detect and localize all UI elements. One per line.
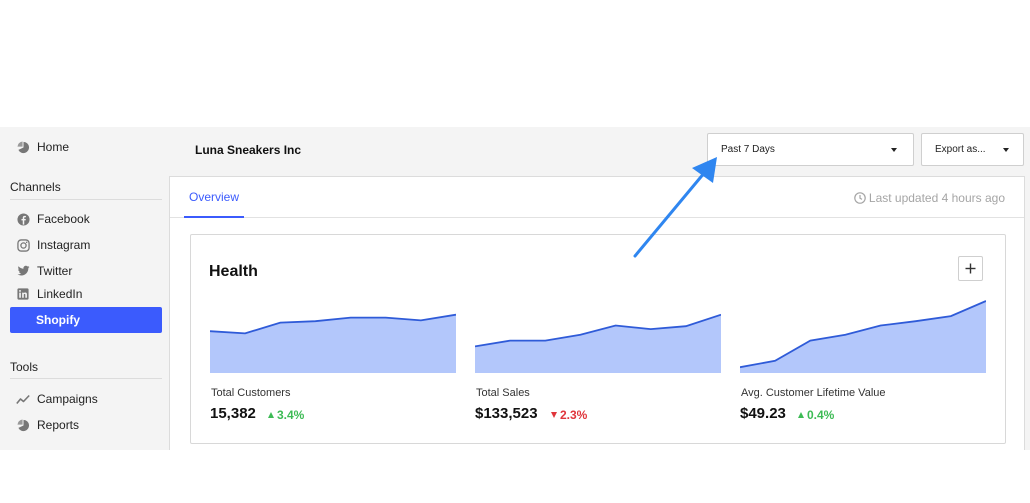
metric-label: Total Sales (476, 387, 530, 399)
sidebar-item-label: Home (37, 140, 70, 154)
caret-down-icon (891, 148, 897, 152)
caret-down-icon (1003, 148, 1009, 152)
sparkline-total-customers (210, 313, 456, 373)
company-name: Luna Sneakers Inc (195, 143, 302, 157)
pie-chart-icon (16, 418, 30, 432)
sidebar-item-label: Facebook (37, 212, 90, 226)
metric-total-sales: Total Sales $133,523 2.3% (475, 295, 721, 435)
metric-change: 0.4% (798, 408, 834, 422)
pie-chart-icon (16, 140, 30, 154)
add-widget-button[interactable] (958, 256, 983, 281)
sparkline-area (740, 301, 986, 373)
instagram-icon (16, 238, 30, 252)
date-range-value: Past 7 Days (721, 144, 775, 155)
export-label: Export as... (935, 144, 986, 155)
twitter-icon (16, 264, 30, 278)
sidebar-item-linkedin[interactable]: LinkedIn (10, 282, 162, 306)
tab-overview[interactable]: Overview (184, 177, 245, 218)
tools-section-title: Tools (10, 360, 39, 374)
sidebar-item-label: Shopify (36, 313, 80, 327)
sidebar: Home Channels Facebook Instagram Twitter (0, 127, 170, 450)
linkedin-icon (16, 287, 30, 301)
last-updated-text: Last updated 4 hours ago (868, 191, 1005, 205)
sparkline-area (210, 314, 456, 373)
facebook-icon (16, 212, 30, 226)
sidebar-item-label: Instagram (37, 238, 91, 252)
clock-icon (854, 192, 866, 204)
metric-value: $133,523 (475, 405, 538, 422)
sparkline-line (740, 300, 986, 369)
main-panel: Overview Last updated 4 hours ago Health… (169, 176, 1025, 450)
sparkline-total-sales (475, 313, 721, 373)
metric-label: Total Customers (211, 387, 291, 399)
sidebar-item-instagram[interactable]: Instagram (10, 233, 162, 257)
sparkline-area (475, 314, 721, 373)
sidebar-item-home[interactable]: Home (10, 135, 162, 159)
metric-lifetime-value: Avg. Customer Lifetime Value $49.23 0.4% (740, 295, 986, 435)
arrow-down-icon (551, 412, 557, 418)
channels-divider (10, 199, 162, 200)
last-updated: Last updated 4 hours ago (854, 191, 1005, 205)
metric-change-value: 3.4% (277, 408, 305, 422)
sidebar-item-shopify[interactable]: Shopify (10, 307, 162, 333)
app-shell: Home Channels Facebook Instagram Twitter (0, 127, 1030, 450)
arrow-up-icon (268, 412, 274, 418)
sidebar-item-campaigns[interactable]: Campaigns (10, 387, 162, 411)
date-range-dropdown[interactable]: Past 7 Days (707, 133, 914, 166)
sparkline-lifetime-value (740, 300, 986, 373)
health-card: Health Total Customers 15,382 3.4% Total… (190, 234, 1006, 444)
metric-total-customers: Total Customers 15,382 3.4% (210, 295, 456, 435)
sidebar-item-label: Twitter (37, 264, 73, 278)
arrow-up-icon (798, 412, 804, 418)
metric-change: 2.3% (551, 408, 587, 422)
health-title: Health (209, 263, 258, 280)
sidebar-item-label: Campaigns (37, 392, 98, 406)
metric-change-value: 2.3% (560, 408, 588, 422)
export-dropdown[interactable]: Export as... (921, 133, 1024, 166)
metric-change-value: 0.4% (807, 408, 835, 422)
trend-line-icon (16, 392, 30, 406)
metric-value: $49.23 (740, 405, 786, 422)
plus-icon (965, 263, 976, 274)
sparkline-line (475, 313, 721, 348)
sidebar-item-reports[interactable]: Reports (10, 413, 162, 437)
sidebar-item-label: Reports (37, 418, 80, 432)
tools-divider (10, 378, 162, 379)
sidebar-item-twitter[interactable]: Twitter (10, 259, 162, 283)
channels-section-title: Channels (10, 180, 61, 194)
metric-value: 15,382 (210, 405, 256, 422)
sparkline-line (210, 313, 456, 335)
sidebar-item-facebook[interactable]: Facebook (10, 207, 162, 231)
sidebar-item-label: LinkedIn (37, 287, 83, 301)
metric-label: Avg. Customer Lifetime Value (741, 387, 886, 399)
metric-change: 3.4% (268, 408, 304, 422)
tab-bar: Overview Last updated 4 hours ago (170, 177, 1024, 218)
